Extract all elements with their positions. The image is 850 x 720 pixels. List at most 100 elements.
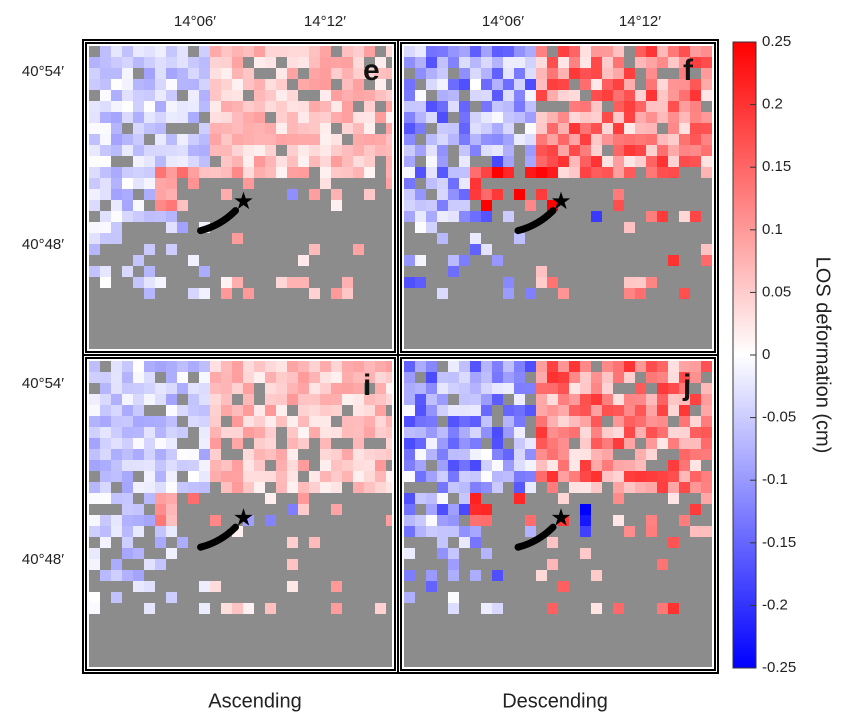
map-cell xyxy=(320,156,331,167)
map-cell xyxy=(426,438,437,449)
map-cell xyxy=(375,471,386,482)
map-cell xyxy=(624,394,635,405)
map-cell xyxy=(591,394,602,405)
map-cell xyxy=(122,438,133,449)
map-cell xyxy=(525,438,536,449)
map-cell xyxy=(342,156,353,167)
map-cell xyxy=(646,134,657,145)
map-cell xyxy=(320,79,331,90)
map-cell xyxy=(188,90,199,101)
map-cell xyxy=(415,68,426,79)
map-cell xyxy=(386,156,392,167)
map-cell xyxy=(558,515,569,526)
map-cell xyxy=(602,383,613,394)
map-cell xyxy=(470,134,481,145)
map-cell xyxy=(243,471,254,482)
map-cell xyxy=(646,57,657,68)
map-cell xyxy=(558,112,569,123)
map-cell xyxy=(386,101,392,112)
map-cell xyxy=(514,233,525,244)
map-cell xyxy=(569,68,580,79)
map-cell xyxy=(100,438,111,449)
map-cell xyxy=(309,145,320,156)
map-cell xyxy=(221,288,232,299)
map-cell xyxy=(155,482,166,493)
map-cell xyxy=(342,383,353,394)
map-cell xyxy=(144,123,155,134)
map-cell xyxy=(276,372,287,383)
map-cell xyxy=(668,101,679,112)
map-cell xyxy=(188,416,199,427)
map-cell xyxy=(690,145,701,156)
map-cell xyxy=(492,460,503,471)
map-cell xyxy=(613,603,624,614)
map-cell xyxy=(254,167,265,178)
map-cell xyxy=(287,145,298,156)
map-cell xyxy=(404,372,415,383)
map-cell xyxy=(386,515,392,526)
map-cell xyxy=(679,460,690,471)
map-cell xyxy=(199,266,210,277)
map-cell xyxy=(166,189,177,200)
map-cell xyxy=(298,405,309,416)
map-cell xyxy=(492,361,503,372)
map-cell xyxy=(298,361,309,372)
map-cell xyxy=(569,427,580,438)
colorbar-tick-label: 0.1 xyxy=(762,221,783,238)
star: ★ xyxy=(550,505,572,532)
map-cell xyxy=(602,438,613,449)
map-cell xyxy=(470,189,481,200)
map-cell xyxy=(591,145,602,156)
map-cell xyxy=(221,427,232,438)
map-cell xyxy=(232,277,243,288)
map-cell xyxy=(558,361,569,372)
map-cell xyxy=(503,277,514,288)
map-cell xyxy=(243,416,254,427)
map-cell xyxy=(448,46,459,57)
map-cell xyxy=(679,57,690,68)
map-cell xyxy=(437,189,448,200)
map-cell xyxy=(657,90,668,101)
map-cell xyxy=(199,372,210,383)
map-cell xyxy=(426,394,437,405)
map-cell xyxy=(503,156,514,167)
map-cell xyxy=(166,394,177,405)
map-cell xyxy=(426,200,437,211)
map-cell xyxy=(100,189,111,200)
panel-frame xyxy=(400,42,716,353)
map-cell xyxy=(701,526,712,537)
map-cell xyxy=(481,416,492,427)
map-cell xyxy=(320,372,331,383)
colorbar-tick-label: -0.25 xyxy=(762,659,796,676)
map-cell xyxy=(122,460,133,471)
map-cell xyxy=(404,134,415,145)
map-cell xyxy=(221,123,232,134)
map-cell xyxy=(100,482,111,493)
map-cell xyxy=(580,57,591,68)
map-cell xyxy=(415,189,426,200)
map-cell xyxy=(426,504,437,515)
map-cell xyxy=(210,394,221,405)
map-cell xyxy=(624,222,635,233)
map-cell xyxy=(679,90,690,101)
map-cell xyxy=(459,427,470,438)
map-cell xyxy=(459,134,470,145)
map-cell xyxy=(679,515,690,526)
map-cell xyxy=(166,90,177,101)
map-cell xyxy=(364,449,375,460)
map-cell xyxy=(481,200,492,211)
map-cell xyxy=(415,123,426,134)
map-cell xyxy=(144,46,155,57)
map-cell xyxy=(298,394,309,405)
map-cell xyxy=(514,405,525,416)
map-cell xyxy=(492,156,503,167)
map-cell xyxy=(481,79,492,90)
map-cell xyxy=(353,372,364,383)
map-cell xyxy=(353,482,364,493)
map-cell xyxy=(177,68,188,79)
map-cell xyxy=(155,112,166,123)
map-cell xyxy=(613,90,624,101)
map-cell xyxy=(364,427,375,438)
map-cell xyxy=(276,167,287,178)
map-cell xyxy=(177,200,188,211)
